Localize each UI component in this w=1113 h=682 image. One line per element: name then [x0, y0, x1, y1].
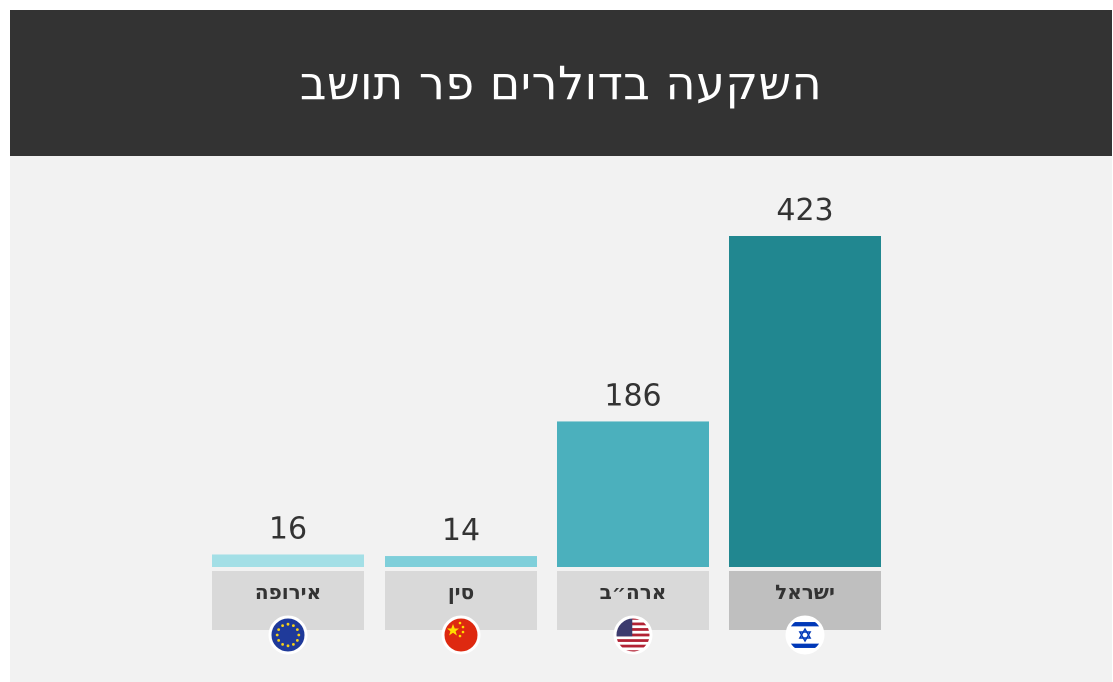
category-label: ארה״ב: [600, 580, 667, 604]
data-label: 16: [269, 511, 307, 546]
bar: [729, 236, 881, 567]
chart-frame: השקעה בדולרים פר תושב 16 אירופה 14 סין 186 אר…: [10, 10, 1112, 682]
china-flag-icon: [441, 615, 481, 655]
data-label: 186: [604, 378, 661, 413]
israel-flag-icon: [785, 615, 825, 655]
category-label: ישראל: [775, 580, 835, 604]
data-label: 14: [442, 513, 480, 548]
category-label: אירופה: [255, 580, 321, 604]
data-label: 423: [776, 193, 833, 228]
bar: [212, 554, 364, 567]
usa-flag-icon: [613, 615, 653, 655]
eu-flag-icon: [268, 615, 308, 655]
category-label: סין: [448, 580, 474, 604]
title-bar: השקעה בדולרים פר תושב: [10, 10, 1112, 156]
bar: [557, 421, 709, 567]
bar: [385, 556, 537, 567]
bar-chart: 16 אירופה 14 סין 186 ארה״ב 423 ישראל: [212, 193, 881, 655]
chart-title: השקעה בדולרים פר תושב: [299, 56, 823, 110]
